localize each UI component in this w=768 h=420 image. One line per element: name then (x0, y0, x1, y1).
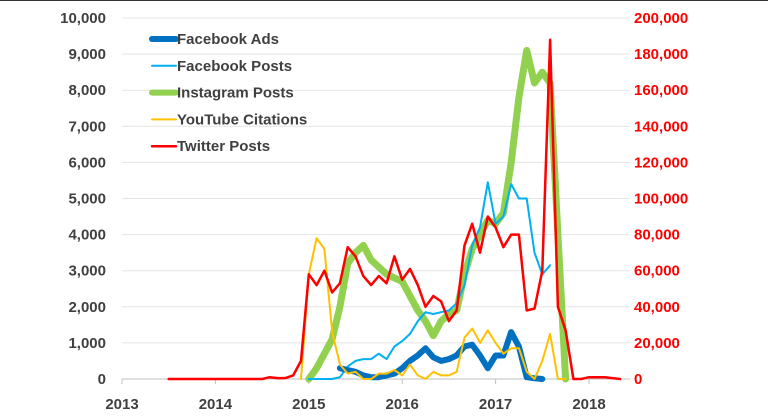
y-tick-label-left: 4,000 (68, 227, 106, 244)
y-tick-label-left: 1,000 (68, 335, 106, 352)
y-tick-label-left: 5,000 (68, 191, 106, 208)
legend-label: YouTube Citations (177, 111, 307, 128)
y-tick-label-right: 40,000 (634, 299, 680, 316)
y-tick-label-right: 100,000 (634, 191, 688, 208)
series-line-facebook-posts (307, 181, 552, 380)
y-tick-label-left: 0 (98, 371, 106, 388)
legend-label: Facebook Posts (177, 58, 292, 75)
series-line-twitter-posts (167, 38, 622, 381)
legend: Facebook Ads Facebook Posts Instagram Post… (149, 31, 307, 155)
y-tick-label-right: 160,000 (634, 82, 688, 99)
y-tick-label-left: 9,000 (68, 46, 106, 63)
legend-label: Instagram Posts (177, 85, 294, 102)
y-tick-label-left: 3,000 (68, 263, 106, 280)
y-tick-label-left: 7,000 (68, 118, 106, 135)
y-tick-label-left: 2,000 (68, 299, 106, 316)
y-tick-label-right: 120,000 (634, 154, 688, 171)
series-line-facebook-ads (336, 329, 546, 382)
series-line-youtube-citations (300, 237, 567, 380)
series-lines (167, 38, 622, 383)
y-tick-label-left: 6,000 (68, 154, 106, 171)
y-tick-label-right: 140,000 (634, 118, 688, 135)
y-tick-label-left: 8,000 (68, 82, 106, 99)
x-tick-label: 2017 (479, 396, 512, 413)
y-tick-label-left: 10,000 (60, 10, 106, 27)
x-tick-label: 2018 (572, 396, 605, 413)
x-tick-label: 2016 (386, 396, 419, 413)
legend-label: Facebook Ads (177, 31, 279, 48)
axes: 0 1,000 2,000 3,000 4,000 5,000 6,000 7,000 8,00… (60, 10, 688, 413)
y-tick-label-right: 180,000 (634, 46, 688, 63)
series-line-instagram-posts (305, 47, 570, 383)
y-tick-label-right: 80,000 (634, 227, 680, 244)
y-tick-label-right: 20,000 (634, 335, 680, 352)
y-tick-label-right: 0 (634, 371, 642, 388)
top-border (0, 0, 768, 1)
legend-label: Twitter Posts (177, 138, 270, 155)
x-tick-label: 2014 (199, 396, 233, 413)
y-tick-label-right: 60,000 (634, 263, 680, 280)
y-tick-label-right: 200,000 (634, 10, 688, 27)
x-tick-label: 2015 (292, 396, 325, 413)
x-tick-label: 2013 (105, 396, 138, 413)
